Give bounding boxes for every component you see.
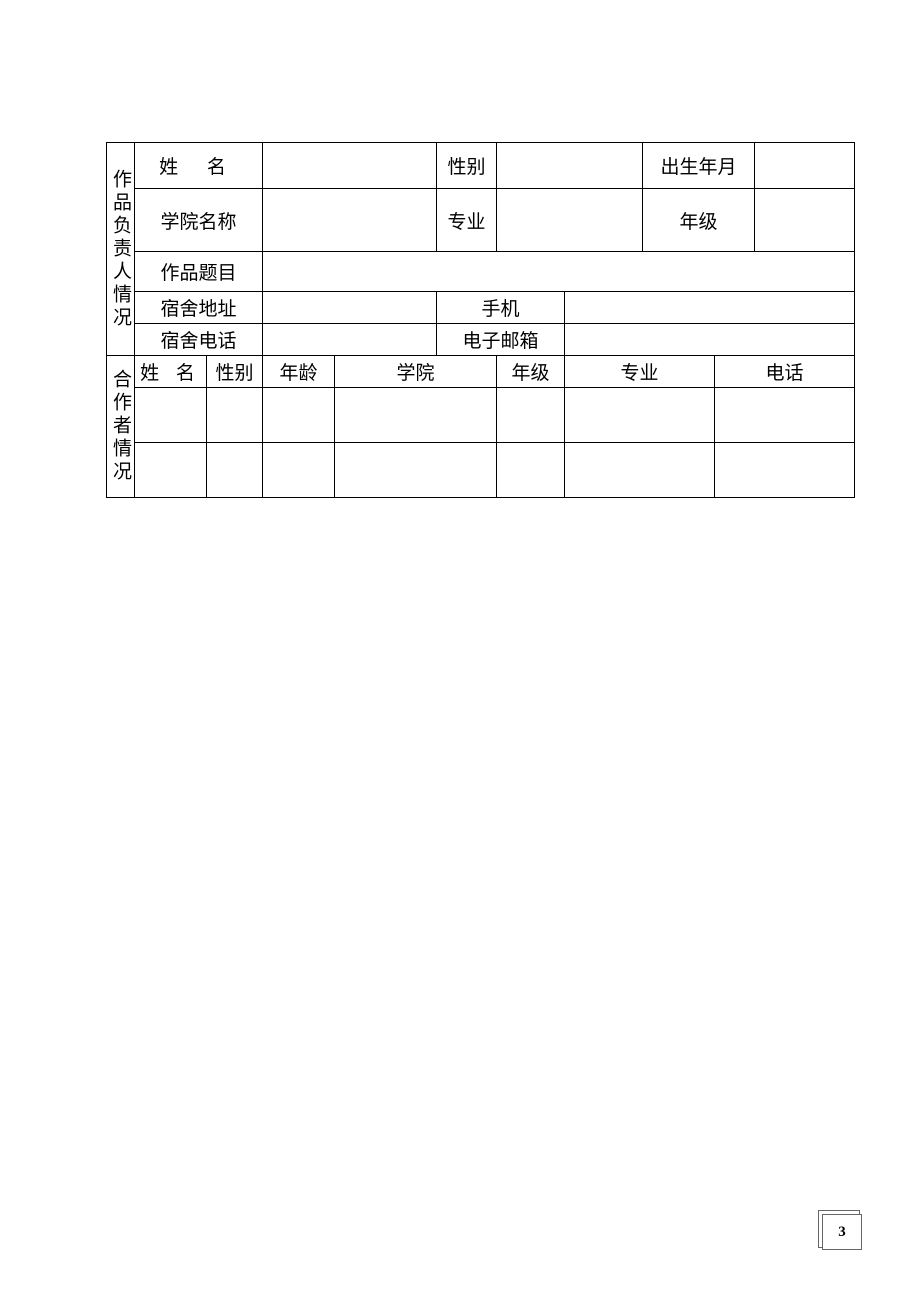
coauthor2-college[interactable]	[335, 443, 497, 498]
college-label: 学院名称	[135, 189, 263, 252]
coauthor1-college[interactable]	[335, 388, 497, 443]
coauthor2-phone[interactable]	[715, 443, 855, 498]
col-major: 专业	[565, 356, 715, 388]
title-value[interactable]	[263, 252, 855, 292]
name-value[interactable]	[263, 143, 437, 189]
col-age: 年龄	[263, 356, 335, 388]
gender-value[interactable]	[497, 143, 643, 189]
col-phone: 电话	[715, 356, 855, 388]
col-name: 姓 名	[135, 356, 207, 388]
email-label: 电子邮箱	[437, 324, 565, 356]
coauthor1-grade[interactable]	[497, 388, 565, 443]
email-value[interactable]	[565, 324, 855, 356]
title-label: 作品题目	[135, 252, 263, 292]
college-value[interactable]	[263, 189, 437, 252]
form-table: 作品负责人情况 姓 名 性别 出生年月 学院名称 专业 年级 作品题目 宿舍地址…	[106, 142, 855, 498]
name-label: 姓 名	[135, 143, 263, 189]
major-value[interactable]	[497, 189, 643, 252]
coauthor1-gender[interactable]	[207, 388, 263, 443]
page-number-frame: 3	[818, 1210, 860, 1248]
dorm-addr-label: 宿舍地址	[135, 292, 263, 324]
dorm-addr-value[interactable]	[263, 292, 437, 324]
coauthor2-gender[interactable]	[207, 443, 263, 498]
mobile-label: 手机	[437, 292, 565, 324]
coauthor1-age[interactable]	[263, 388, 335, 443]
major-label: 专业	[437, 189, 497, 252]
coauthor1-major[interactable]	[565, 388, 715, 443]
coauthor2-age[interactable]	[263, 443, 335, 498]
section2-label: 合作者情况	[107, 356, 135, 498]
coauthor2-name[interactable]	[135, 443, 207, 498]
mobile-value[interactable]	[565, 292, 855, 324]
gender-label: 性别	[437, 143, 497, 189]
coauthor1-phone[interactable]	[715, 388, 855, 443]
dorm-phone-value[interactable]	[263, 324, 437, 356]
coauthor1-name[interactable]	[135, 388, 207, 443]
grade-label: 年级	[643, 189, 755, 252]
grade-value[interactable]	[755, 189, 855, 252]
section1-label: 作品负责人情况	[107, 143, 135, 356]
coauthor2-grade[interactable]	[497, 443, 565, 498]
col-grade: 年级	[497, 356, 565, 388]
birth-label: 出生年月	[643, 143, 755, 189]
dorm-phone-label: 宿舍电话	[135, 324, 263, 356]
page-number: 3	[822, 1214, 862, 1250]
col-gender: 性别	[207, 356, 263, 388]
birth-value[interactable]	[755, 143, 855, 189]
coauthor2-major[interactable]	[565, 443, 715, 498]
col-college: 学院	[335, 356, 497, 388]
